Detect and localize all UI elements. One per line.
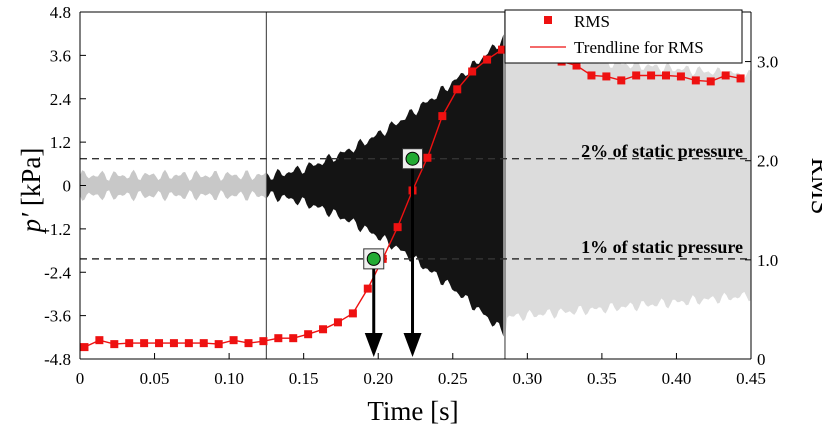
pressure-signal-band bbox=[80, 33, 751, 338]
threshold-label-1pct: 1% of static pressure bbox=[581, 237, 743, 257]
rms-point-23 bbox=[423, 153, 432, 162]
rms-point-11 bbox=[244, 339, 253, 348]
rms-point-3 bbox=[125, 339, 134, 348]
y-left-tick-label-2: 2.4 bbox=[50, 90, 72, 109]
y-axis-label-left: p′ [kPa] bbox=[16, 148, 46, 235]
marker-arrow-head-1 bbox=[403, 333, 422, 357]
rms-point-10 bbox=[229, 336, 238, 345]
legend: RMS Trendline for RMS bbox=[504, 9, 743, 64]
rms-point-42 bbox=[706, 77, 715, 86]
rms-point-39 bbox=[662, 71, 671, 80]
y-right-tick-label-0: 0 bbox=[757, 350, 766, 369]
rms-point-33 bbox=[572, 61, 581, 70]
rms-point-21 bbox=[393, 223, 402, 232]
rms-point-14 bbox=[289, 334, 298, 343]
x-tick-label-7: 0.35 bbox=[587, 369, 617, 388]
x-tick-label-1: 0.05 bbox=[140, 369, 170, 388]
rms-point-4 bbox=[140, 339, 149, 348]
rms-point-36 bbox=[617, 76, 626, 85]
marker-arrow-head-0 bbox=[364, 333, 383, 357]
rms-point-40 bbox=[676, 72, 685, 81]
x-tick-label-4: 0.20 bbox=[363, 369, 393, 388]
threshold-label-2pct: 2% of static pressure bbox=[581, 141, 743, 161]
y-left-tick-label-1: 3.6 bbox=[50, 46, 71, 65]
x-tick-label-6: 0.30 bbox=[512, 369, 542, 388]
rms-point-27 bbox=[483, 55, 492, 64]
rms-point-5 bbox=[155, 339, 164, 348]
signal-band-growth bbox=[266, 34, 504, 337]
rms-point-38 bbox=[647, 71, 656, 80]
y-left-tick-label-4: 0 bbox=[63, 177, 72, 196]
x-tick-label-9: 0.45 bbox=[736, 369, 766, 388]
y-left-tick-label-8: -4.8 bbox=[44, 350, 71, 369]
rms-point-44 bbox=[736, 74, 745, 83]
y-left-tick-label-0: 4.8 bbox=[50, 3, 71, 22]
rms-point-18 bbox=[348, 309, 357, 318]
rms-point-16 bbox=[319, 325, 328, 334]
x-tick-label-3: 0.15 bbox=[289, 369, 319, 388]
marker-circle-0 bbox=[366, 251, 381, 266]
signal-band-post bbox=[505, 33, 751, 338]
legend-rms-marker bbox=[544, 16, 552, 24]
x-tick-label-2: 0.10 bbox=[214, 369, 244, 388]
x-tick-label-0: 0 bbox=[76, 369, 85, 388]
rms-point-24 bbox=[438, 112, 447, 121]
rms-point-8 bbox=[199, 339, 208, 348]
y-right-tick-label-1: 1.0 bbox=[757, 251, 778, 270]
rms-point-25 bbox=[453, 85, 462, 94]
legend-rms-label: RMS bbox=[574, 12, 610, 31]
rms-point-28 bbox=[497, 45, 506, 54]
rms-point-6 bbox=[169, 339, 178, 348]
rms-point-19 bbox=[363, 284, 372, 293]
reference-lines bbox=[80, 12, 751, 359]
rms-point-13 bbox=[274, 334, 283, 343]
y-left-tick-label-6: -2.4 bbox=[44, 263, 71, 282]
rms-point-35 bbox=[602, 72, 611, 81]
legend-trendline-label: Trendline for RMS bbox=[574, 38, 704, 57]
rms-point-7 bbox=[184, 339, 193, 348]
y-right-tick-label-3: 3.0 bbox=[757, 53, 778, 72]
rms-point-41 bbox=[691, 76, 700, 85]
rms-point-2 bbox=[110, 340, 119, 349]
y-axis-label-left-unit: [kPa] bbox=[16, 148, 46, 213]
rms-point-9 bbox=[214, 340, 223, 349]
y-left-tick-label-7: -3.6 bbox=[44, 307, 71, 326]
rms-point-12 bbox=[259, 337, 268, 346]
rms-point-1 bbox=[95, 336, 104, 345]
y-right-tick-label-2: 2.0 bbox=[757, 152, 778, 171]
rms-point-34 bbox=[587, 71, 596, 80]
x-tick-label-8: 0.40 bbox=[662, 369, 692, 388]
rms-point-26 bbox=[468, 67, 477, 76]
rms-point-17 bbox=[333, 318, 342, 327]
y-left-tick-label-3: 1.2 bbox=[50, 133, 71, 152]
rms-point-15 bbox=[304, 330, 313, 339]
rms-point-0 bbox=[80, 343, 89, 352]
signal-band-pre bbox=[80, 169, 266, 202]
y-axis-label-right: RMS bbox=[806, 157, 822, 214]
y-left-tick-label-5: -1.2 bbox=[44, 220, 71, 239]
marker-circle-1 bbox=[405, 151, 420, 166]
x-tick-label-5: 0.25 bbox=[438, 369, 468, 388]
rms-point-43 bbox=[721, 71, 730, 80]
y-axis-label-left-symbol: p bbox=[16, 219, 46, 235]
x-axis-label: Time [s] bbox=[367, 396, 458, 426]
rms-point-37 bbox=[632, 71, 641, 80]
axes: 0 0.05 0.10 0.15 0.20 0.25 0.30 0.35 0.40 0.45 4.8… bbox=[44, 3, 778, 388]
y-axis-label-left-prime: ′ bbox=[16, 212, 46, 219]
